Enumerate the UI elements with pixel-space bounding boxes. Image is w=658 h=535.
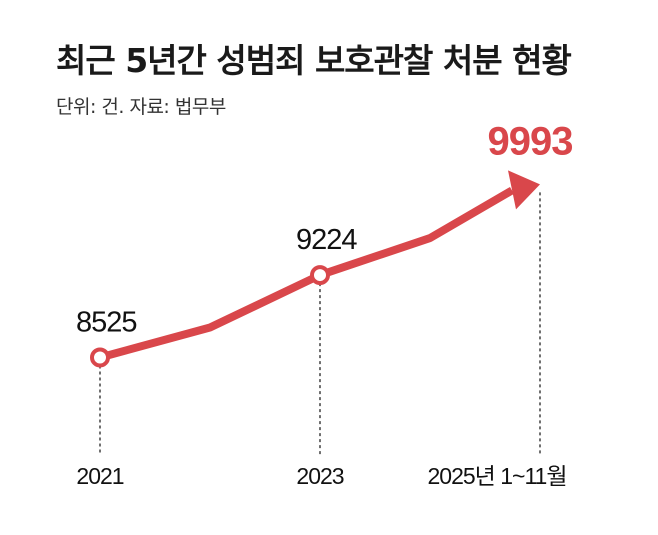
data-label-2: 9993 xyxy=(488,119,573,163)
x-tick-label-1: 2023 xyxy=(296,463,343,489)
data-label-1: 9224 xyxy=(296,224,357,256)
x-tick-label-0: 2021 xyxy=(76,463,123,489)
x-tick-label-2: 2025년 1~11월 xyxy=(428,463,567,489)
data-point-0 xyxy=(90,347,110,368)
chart-source-note: 단위: 건. 자료: 법무부 xyxy=(56,96,226,118)
arrow-head xyxy=(508,170,540,210)
data-label-0: 8525 xyxy=(76,306,137,338)
chart-title: 최근 5년간 성범죄 보호관찰 처분 현황 xyxy=(56,41,572,80)
data-point-1 xyxy=(310,265,330,286)
series-line xyxy=(98,186,515,362)
